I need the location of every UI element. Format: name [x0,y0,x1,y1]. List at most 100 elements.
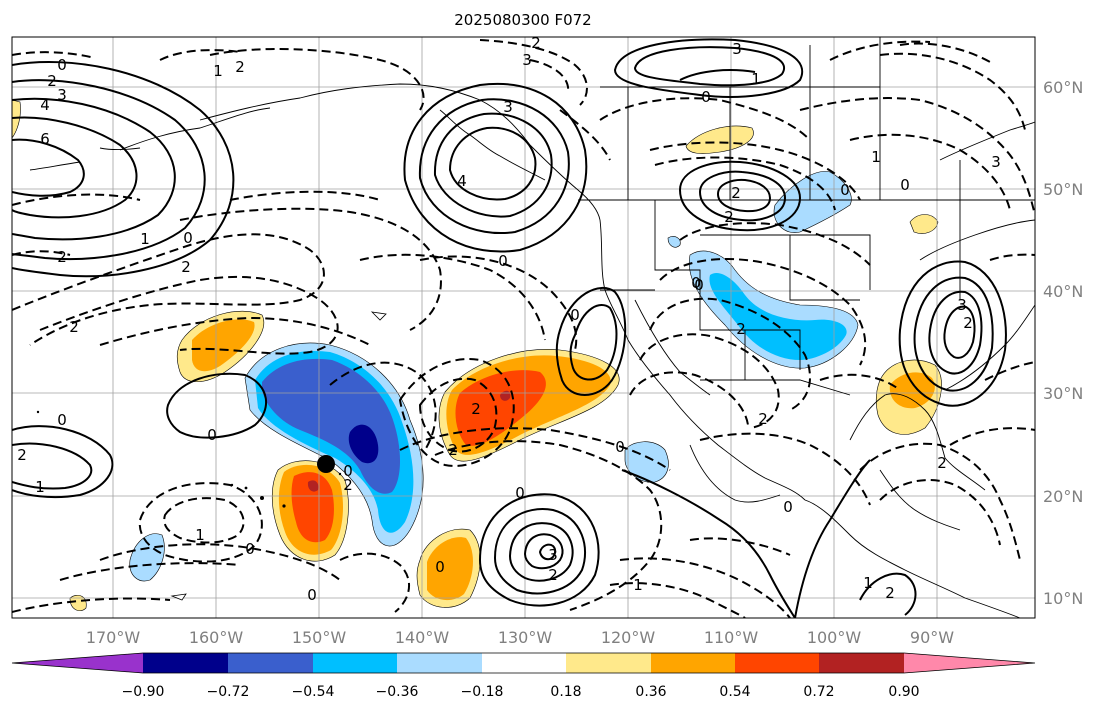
lon-label: 140°W [395,628,450,647]
contour-label: 1 [213,62,223,80]
contour-label: 0 [900,176,910,194]
colorbar-segment [313,653,397,673]
contour-label: 0 [570,306,580,324]
contour-label: 0 [498,252,508,270]
contour-label: 0 [57,56,67,74]
contour-labels: 0 2 4 3 6 2 1 0 2 4 3 2 3 0 2 1 2 0 1 3 … [17,34,1001,604]
lon-label: 150°W [292,628,347,647]
contour-label: 2 [885,584,895,602]
colorbar-segment [482,653,566,673]
contour-label: 2 [181,258,191,276]
lat-label: 50°N [1043,180,1083,199]
positive-anomaly-region [889,372,935,409]
contour-label: 1 [35,478,45,496]
positive-anomaly-region [192,319,255,372]
contour-label: 0 [307,586,317,604]
contour-label: 2 [731,184,741,202]
contour-label: 3 [991,153,1001,171]
contour-label: 2 [343,476,353,494]
colorbar-tick-label: −0.54 [292,684,335,700]
colorbar-tick-label: −0.18 [461,684,504,700]
contour-label: 0 [245,540,255,558]
plot-area: 0 2 4 3 6 2 1 0 2 4 3 2 3 0 2 1 2 0 1 3 … [12,34,1035,618]
lat-label: 40°N [1043,282,1083,301]
contour-label: 2 [531,34,541,52]
island-outline [370,311,387,321]
contour-label: 1 [863,574,873,592]
colorbar-segment [143,653,228,673]
location-marker-dot [317,455,335,473]
lon-label: 170°W [86,628,141,647]
contour-label: 1 [751,70,761,88]
colorbar-outline [11,652,1036,674]
contour-label: 3 [957,296,967,314]
lon-label: 110°W [704,628,759,647]
colorbar-tick-label: 0.36 [635,684,666,700]
contour-label: 2 [736,320,746,338]
contour-label: 2 [963,314,973,332]
contour-label: 3 [732,40,742,58]
contour-label: 2 [548,566,558,584]
lat-label: 10°N [1043,589,1083,608]
contour-label: 0 [694,276,704,294]
positive-anomaly-region [291,472,334,543]
contour-label: 2 [448,441,458,459]
positive-anomaly-region [685,125,754,154]
colorbar-segment [735,653,819,673]
colorbar-tick-label: −0.90 [122,684,165,700]
colorbar-tick-label: 0.54 [719,684,750,700]
negative-anomaly-core [348,424,379,464]
contour-label: 2 [758,410,768,428]
lat-label: 30°N [1043,384,1083,403]
positive-anomaly-core [307,480,319,492]
lat-label: 20°N [1043,487,1083,506]
contour-label: 1 [140,230,150,248]
contour-label: 3 [57,86,67,104]
colorbar-extend-max [904,653,1035,673]
colorbar-segment [819,653,904,673]
positive-anomaly-region [427,537,473,601]
contour-label: 0 [615,438,625,456]
colorbar-segment [397,653,482,673]
colorbar-tick-label: 0.90 [888,684,919,700]
negative-anomaly-region [667,236,681,248]
positive-anomaly-region [455,370,546,446]
colorbar-tick-label: −0.72 [207,684,250,700]
positive-contours [12,38,1007,618]
contour-label: 2 [937,454,947,472]
contour-label: 0 [840,181,850,199]
contour-label: 2 [17,446,27,464]
contour-label: 4 [40,96,50,114]
contour-label: 2 [724,208,734,226]
negative-anomaly-region [773,171,852,233]
negative-contours [12,39,1035,618]
contour-label: 2 [471,400,481,418]
contour-label: 4 [457,172,467,190]
negative-anomaly-region [624,441,669,483]
lon-label: 100°W [807,628,862,647]
contour-label: 3 [522,51,532,69]
positive-anomaly-region [909,214,939,234]
contour-label: 1 [871,148,881,166]
colorbar-tick-label: −0.36 [376,684,419,700]
plot-frame [11,36,1036,619]
contour-label: 3 [503,98,513,116]
colorbar-segment [566,653,651,673]
contour-label: 1 [195,526,205,544]
lon-label: 120°W [601,628,656,647]
contour-label: 2 [57,248,67,266]
latitude-labels: 60°N 50°N 40°N 30°N 20°N 10°N [1043,78,1083,608]
negative-anomaly-region [129,533,165,582]
contour-label: 0 [435,558,445,576]
figure-title: 2025080300 F072 [454,11,591,29]
colorbar-tick-label: 0.72 [803,684,834,700]
lon-label: 130°W [498,628,553,647]
contour-label: 0 [343,462,353,480]
positive-anomaly-region [69,595,87,611]
contour-label: 0 [183,229,193,247]
negative-anomaly-region [709,272,847,360]
contour-label: 0 [57,411,67,429]
island-outline [170,593,187,601]
colorbar-segment [228,653,313,673]
